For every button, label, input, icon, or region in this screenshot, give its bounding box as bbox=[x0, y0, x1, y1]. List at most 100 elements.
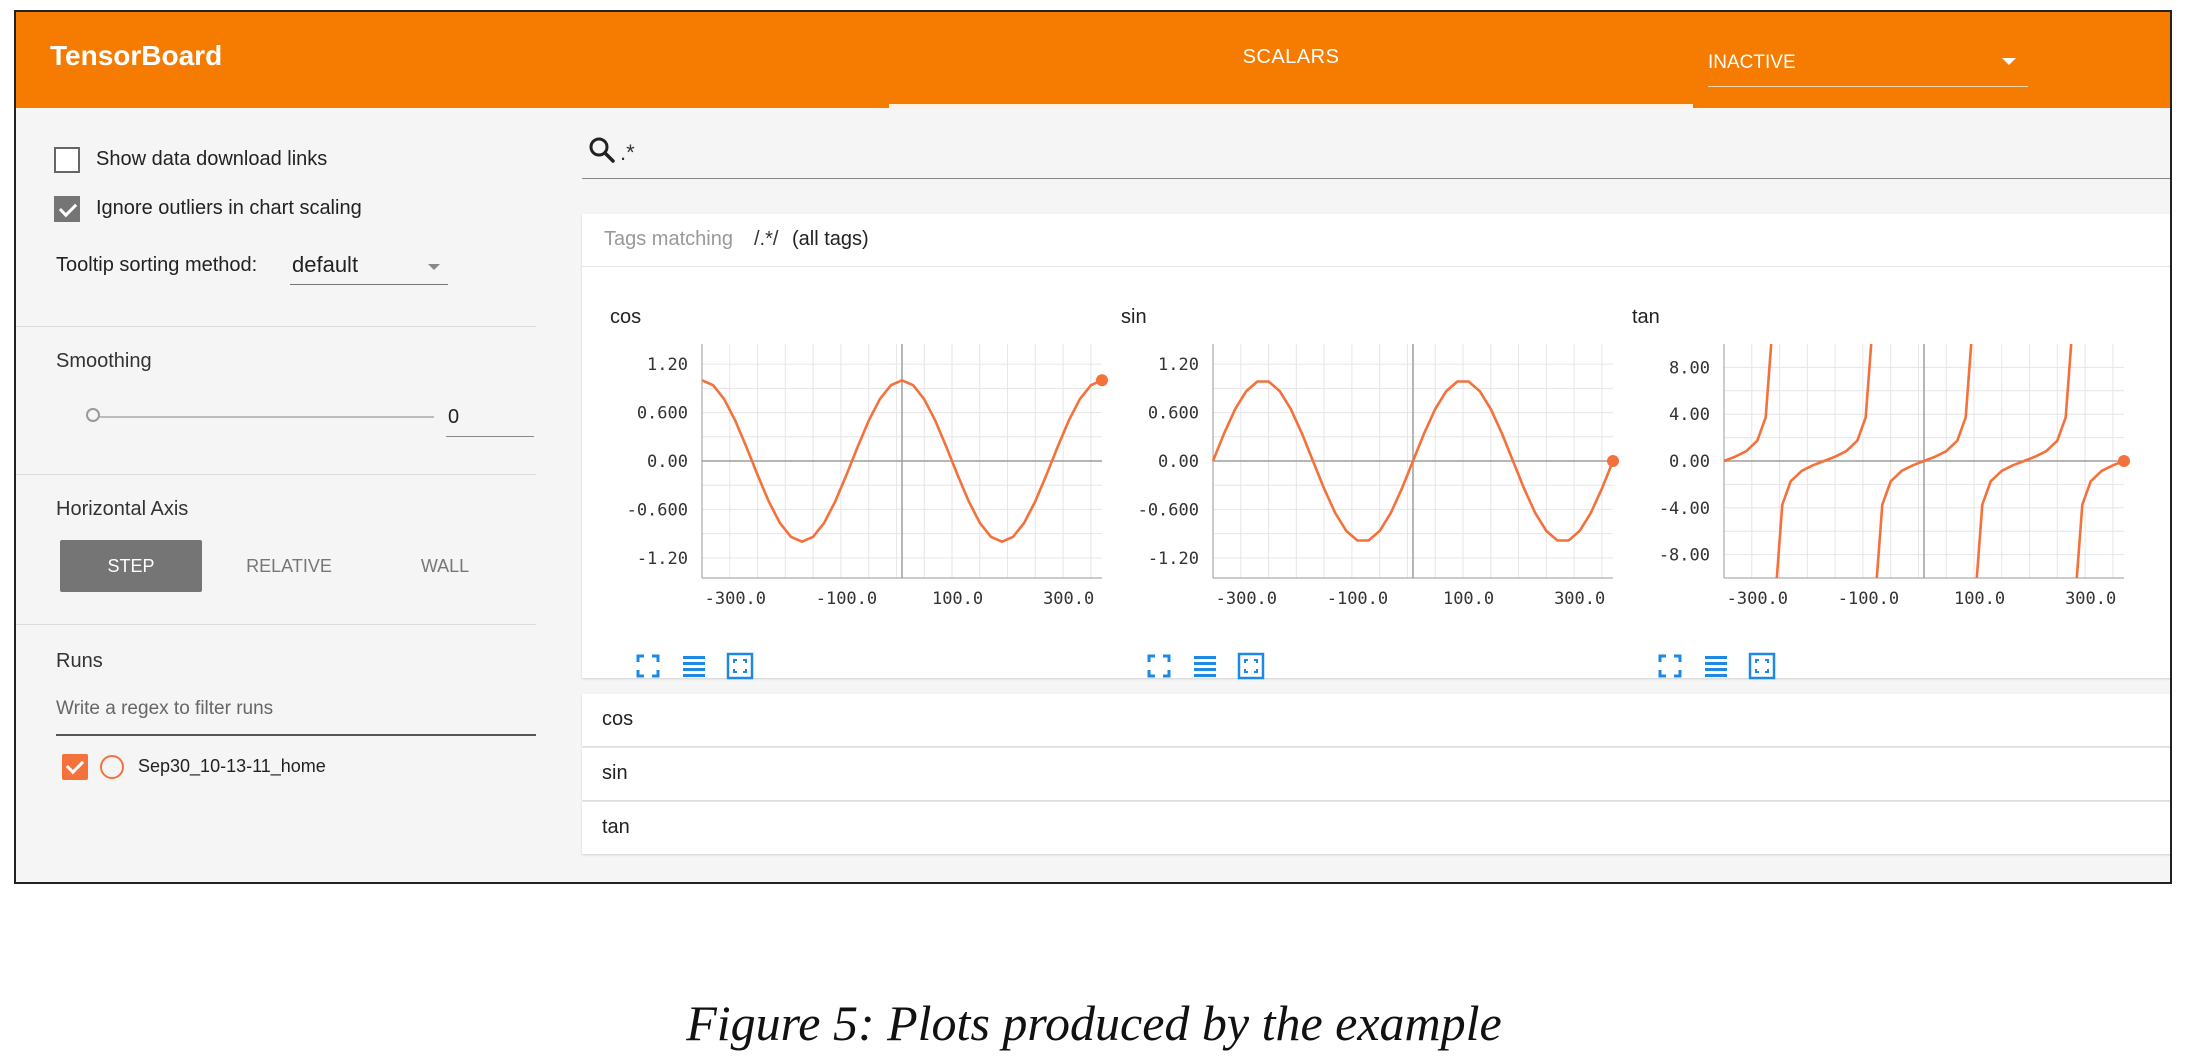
y-tick-label: 1.20 bbox=[1158, 355, 1199, 375]
show-download-links-label: Show data download links bbox=[96, 148, 328, 170]
top-toolbar: TensorBoard SCALARS INACTIVE bbox=[16, 12, 2170, 108]
run-checkbox[interactable] bbox=[62, 754, 88, 780]
sidebar: Show data download links Ignore outliers… bbox=[16, 108, 536, 882]
search-icon bbox=[589, 137, 615, 163]
x-tick-label: -300.0 bbox=[1727, 589, 1788, 609]
tooltip-sorting-value: default bbox=[292, 252, 359, 277]
tag-group-label: tan bbox=[602, 816, 630, 838]
tags-matching-label: Tags matching bbox=[604, 228, 733, 250]
series-endpoint-marker bbox=[1096, 374, 1108, 387]
y-tick-label: 0.00 bbox=[1669, 452, 1710, 472]
caret-down-icon bbox=[428, 264, 440, 270]
y-tick-label: -0.600 bbox=[627, 500, 688, 520]
show-download-links-checkbox[interactable] bbox=[54, 147, 80, 173]
x-tick-label: -100.0 bbox=[1838, 589, 1899, 609]
run-name: Sep30_10-13-11_home bbox=[138, 756, 326, 776]
series-endpoint-marker bbox=[1607, 455, 1619, 467]
tag-group-card: Tags matching /.*/ (all tags) cos 1.20 0.… bbox=[582, 214, 2170, 680]
chart-toolbar bbox=[632, 622, 792, 680]
chart-title: cos bbox=[610, 306, 642, 328]
series-endpoint-marker bbox=[2118, 455, 2130, 467]
tag-group-header[interactable]: Tags matching /.*/ (all tags) bbox=[582, 214, 2170, 267]
tab-scalars-label: SCALARS bbox=[1242, 46, 1340, 68]
inactive-dashboards-dropdown[interactable]: INACTIVE bbox=[1708, 40, 2028, 87]
smoothing-slider-track[interactable] bbox=[94, 416, 434, 418]
ignore-outliers-checkbox[interactable] bbox=[54, 196, 80, 222]
expand-chart-icon[interactable] bbox=[1235, 622, 1267, 680]
x-tick-label: 100.0 bbox=[1954, 589, 2005, 609]
tag-group-row-tan[interactable]: tan bbox=[582, 802, 2170, 854]
x-tick-label: 300.0 bbox=[1043, 589, 1094, 609]
chart-toolbar bbox=[1654, 622, 1814, 680]
y-tick-label: -4.00 bbox=[1659, 499, 1710, 519]
inactive-dropdown-label: INACTIVE bbox=[1708, 52, 1796, 73]
divider bbox=[16, 624, 536, 625]
chart-toolbar bbox=[1143, 622, 1303, 680]
search-value: .* bbox=[620, 140, 635, 165]
figure-caption: Figure 5: Plots produced by the example bbox=[686, 995, 1502, 1051]
ignore-outliers-label: Ignore outliers in chart scaling bbox=[96, 197, 362, 219]
tag-group-label: cos bbox=[602, 708, 634, 730]
expand-chart-icon[interactable] bbox=[1746, 622, 1778, 680]
toggle-log-scale-icon[interactable] bbox=[678, 622, 710, 677]
active-tab-indicator bbox=[889, 104, 1693, 108]
divider bbox=[16, 326, 536, 327]
toggle-log-scale-icon[interactable] bbox=[1189, 622, 1221, 677]
smoothing-value-input[interactable]: 0 bbox=[446, 400, 534, 437]
axis-wall-button[interactable]: WALL bbox=[420, 556, 470, 576]
x-tick-label: -100.0 bbox=[816, 589, 877, 609]
fit-domain-icon[interactable] bbox=[1143, 622, 1175, 678]
toggle-log-scale-icon[interactable] bbox=[1700, 622, 1732, 677]
y-tick-label: 0.00 bbox=[647, 452, 688, 472]
smoothing-value: 0 bbox=[448, 406, 460, 428]
divider bbox=[16, 474, 536, 475]
y-tick-label: 0.600 bbox=[1148, 404, 1199, 424]
series-line-tan bbox=[1723, 343, 2125, 579]
x-tick-label: 300.0 bbox=[1554, 589, 1605, 609]
y-tick-label: 1.20 bbox=[647, 355, 688, 375]
y-tick-label: -1.20 bbox=[1148, 549, 1199, 569]
tab-scalars[interactable]: SCALARS bbox=[889, 12, 1693, 108]
tag-group-row-cos[interactable]: cos bbox=[582, 694, 2170, 746]
y-tick-label: 0.00 bbox=[1158, 452, 1199, 472]
run-color-swatch[interactable] bbox=[100, 755, 124, 779]
fit-domain-icon[interactable] bbox=[632, 622, 664, 678]
tags-pattern: /.*/ bbox=[754, 228, 779, 250]
axis-relative-button[interactable]: RELATIVE bbox=[246, 556, 332, 576]
series-line-cos bbox=[701, 379, 1103, 543]
tooltip-sorting-select[interactable]: default bbox=[290, 250, 448, 285]
tag-group-row-sin[interactable]: sin bbox=[582, 748, 2170, 800]
expand-chart-icon[interactable] bbox=[724, 622, 756, 680]
x-tick-label: -300.0 bbox=[705, 589, 766, 609]
tags-all-label: (all tags) bbox=[792, 228, 869, 250]
smoothing-title: Smoothing bbox=[56, 350, 152, 372]
x-tick-label: 100.0 bbox=[1443, 589, 1494, 609]
horizontal-axis-title: Horizontal Axis bbox=[56, 498, 189, 520]
x-tick-label: -100.0 bbox=[1327, 589, 1388, 609]
smoothing-slider-knob[interactable] bbox=[86, 408, 100, 422]
x-tick-label: 300.0 bbox=[2065, 589, 2116, 609]
x-tick-label: 100.0 bbox=[932, 589, 983, 609]
chart-title: tan bbox=[1632, 306, 1660, 328]
caret-down-icon bbox=[2002, 58, 2016, 65]
chart-plot[interactable]: 1.20 0.600 0.00 -0.600 -1.20 -300.0 -100.0 100.… bbox=[1113, 334, 1633, 624]
y-tick-label: -1.20 bbox=[637, 549, 688, 569]
tensorboard-window: TensorBoard SCALARS INACTIVE Show data d… bbox=[14, 10, 2172, 884]
chart-plot[interactable]: 1.20 0.600 0.00 -0.600 -1.20 -300.0 -100.0 100.… bbox=[602, 334, 1122, 624]
chart-title: sin bbox=[1121, 306, 1147, 328]
tag-group-label: sin bbox=[602, 762, 628, 784]
x-tick-label: -300.0 bbox=[1216, 589, 1277, 609]
runs-filter-input[interactable]: Write a regex to filter runs bbox=[56, 688, 536, 736]
chart-plot[interactable]: 8.00 4.00 0.00 -4.00 -8.00 -300.0 -100.0 100.0 3… bbox=[1624, 334, 2144, 624]
runs-filter-placeholder: Write a regex to filter runs bbox=[56, 698, 274, 719]
fit-domain-icon[interactable] bbox=[1654, 622, 1686, 678]
chart-sin: sin 1.20 0.600 0.00 -0.600 -1.20 -300.0 -100.0… bbox=[1113, 306, 1633, 680]
tag-search-input[interactable]: .* bbox=[582, 126, 2170, 179]
runs-title: Runs bbox=[56, 650, 103, 672]
y-tick-label: 4.00 bbox=[1669, 405, 1710, 425]
chart-tan: tan 8.00 4.00 0.00 -4.00 -8.00 -300.0 -100.0 10… bbox=[1624, 306, 2144, 680]
chart-cos: cos 1.20 0.600 0.00 -0.600 -1.20 -300.0 -100.0… bbox=[602, 306, 1122, 680]
series-line-sin bbox=[1211, 380, 1615, 542]
axis-step-button[interactable]: STEP bbox=[60, 540, 202, 592]
y-tick-label: -8.00 bbox=[1659, 546, 1710, 566]
